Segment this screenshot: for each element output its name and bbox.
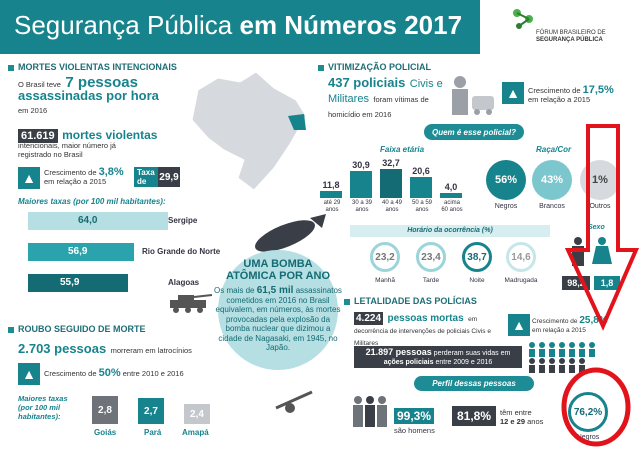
horario-circle: 23,2 [370,242,400,272]
vitimizacao-headline: 437 policiais Civis e Militares foram ví… [328,75,443,119]
bar-goias: 2,8 [92,396,118,424]
bar-label: Pará [144,428,162,437]
horario-title: Horário da ocorrência (%) [350,225,550,237]
horario-label: Manhã [375,277,395,284]
section-title-letalidade: LETALIDADE DAS POLÍCIAS [344,296,477,306]
mortes-count: 61.619 mortes violentas [18,126,157,144]
bar-amapa: 2,4 [184,404,210,424]
people-group-icon [350,394,390,430]
page-title: Segurança Pública em Números 2017 [14,10,463,40]
perfil-title: Perfil dessas pessoas [414,376,534,391]
bar-label: Goiás [94,428,117,437]
bomb-circle [218,250,338,370]
letalidade-count: 4.224 pessoas mortas em decorrência de i… [354,312,491,347]
horario-label: Tarde [422,277,440,284]
sexo-value: 1,8 [594,276,620,290]
sexo-title: Sexo [588,224,605,231]
maiores-taxas-title: Maiores taxas (por 100 mil habitantes): [18,197,166,206]
letalidade-growth: Crescimento de 25,8% em relação a 2015 [532,315,608,335]
letalidade-total: 21.897 pessoas perderam suas vidas em aç… [354,346,522,368]
homens-label: são homens [394,426,435,435]
bomb-text: Os mais de 61,5 mil assassinatos cometid… [214,285,342,353]
raca-label: Negros [494,203,518,210]
roubo-growth: Crescimento de 50% entre 2010 e 2016 [44,367,184,379]
section-title-vitimizacao: VITIMIZAÇÃO POLICIAL [318,62,431,72]
horario-circle: 38,7 [462,242,492,272]
arrow-up-icon: ▲ [502,82,524,104]
negros-circle: 76,2% [568,392,608,432]
tank-icon [164,292,214,314]
raca-circle: 56% [486,160,526,200]
quem-title: Quem é esse policial? [424,124,524,140]
roubo-taxas-title: Maiores taxas (por 100 mil habitantes): [18,394,68,421]
idade-value: 81,8% [452,406,496,426]
roubo-count: 2.703 pessoas morreram em latrocínios [18,341,192,356]
vitimizacao-growth: Crescimento de 17,5% em relação a 2015 [528,84,614,105]
arrow-up-icon: ▲ [18,167,40,189]
raca-label: Brancos [539,203,565,210]
taxa-label: Taxa de [134,167,158,187]
cannon-icon [272,388,322,414]
police-officer-icon [446,70,496,120]
logo-icon [512,8,534,30]
mortes-growth: Crescimento de 3,8% em relação a 2015 [44,166,124,187]
horario-circle: 14,6 [506,242,536,272]
idade-label: têm entre 12 e 29 anos [500,408,544,426]
raca-label: Outros [589,203,611,210]
raca-circle: 43% [532,160,572,200]
mortes-headline: O Brasil teve 7 pessoas assassinadas por… [18,74,159,115]
section-title-roubo: ROUBO SEGUIDO DE MORTE [8,324,146,334]
bomb-illustration [230,214,330,256]
negros-label: Negros [576,434,600,441]
taxa-value: 29,9 [158,167,180,187]
faixa-title: Faixa etária [380,145,425,154]
horario-circle: 23,4 [416,242,446,272]
mortes-count-sub: intencionais, maior número já registrado … [18,141,116,159]
header-bar [0,0,480,54]
arrow-up-icon: ▲ [508,314,530,336]
horario-label: Madrugada [504,277,538,284]
homens-value: 99,3% [394,408,435,424]
section-title-mortes: MORTES VIOLENTAS INTENCIONAIS [8,62,177,72]
age-chart: 11,8 até 29 anos 30,9 30 a 39 anos 32,7 … [320,158,470,228]
red-arrow-annotation [560,120,640,452]
arrow-up-icon: ▲ [18,363,40,385]
horario-label: Noite [469,277,485,284]
logo-text: FÓRUM BRASILEIRO DE SEGURANÇA PÚBLICA [536,30,606,43]
bar-para: 2,7 [138,398,164,424]
people-crowd-icon [526,340,618,374]
bomb-title: UMA BOMBA ATÔMICA POR ANO [225,258,331,282]
bar-label: Amapá [182,428,209,437]
raca-title: Raça/Cor [536,145,572,154]
brazil-map [178,60,312,195]
